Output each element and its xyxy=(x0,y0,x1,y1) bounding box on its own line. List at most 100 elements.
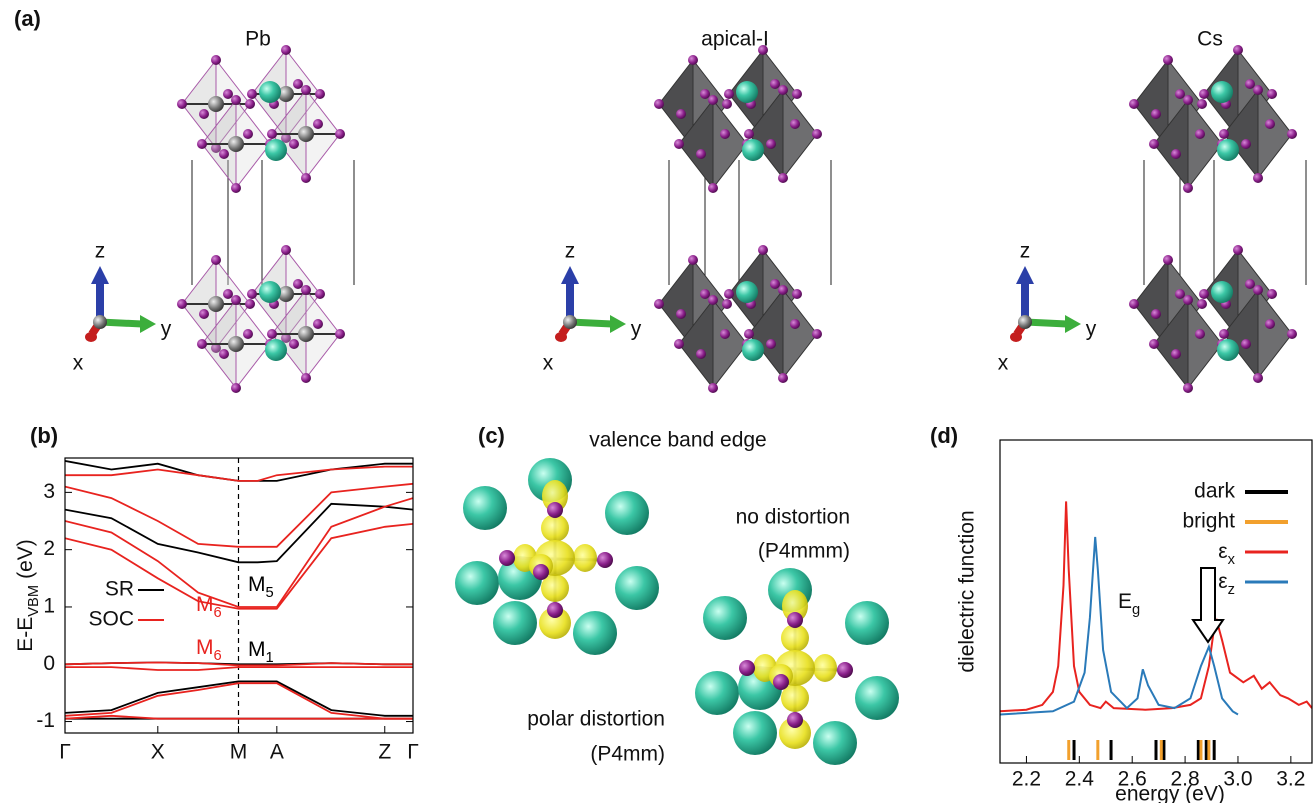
arrow-head xyxy=(1065,315,1081,333)
atom xyxy=(1253,373,1263,383)
atom xyxy=(1149,139,1159,149)
x-tick-label: Z xyxy=(378,741,391,764)
spectrum-line xyxy=(1000,536,1239,716)
text-part: M xyxy=(248,638,266,661)
atom xyxy=(1233,45,1243,55)
atom xyxy=(1183,183,1193,193)
atom xyxy=(744,329,754,339)
y-tick-label: 0 xyxy=(43,652,55,675)
atom xyxy=(792,289,802,299)
text-part: ε xyxy=(1218,540,1227,563)
atom xyxy=(1199,89,1209,99)
arrow-head xyxy=(555,332,567,342)
atom xyxy=(708,295,718,305)
arrow-head xyxy=(85,332,97,342)
atom xyxy=(1197,299,1207,309)
atom xyxy=(790,119,800,129)
atom xyxy=(720,129,730,139)
plot-frame xyxy=(999,439,1313,764)
atom xyxy=(289,339,299,349)
atom xyxy=(211,143,221,153)
atom xyxy=(1245,279,1255,289)
octahedron-face xyxy=(1257,288,1293,380)
atom xyxy=(724,89,734,99)
atom xyxy=(247,289,257,299)
atom xyxy=(720,329,730,339)
plot-frame xyxy=(64,457,414,734)
atom xyxy=(313,319,323,329)
i-atom xyxy=(837,662,853,678)
atom xyxy=(1265,119,1275,129)
y-axis-label: E-EVBM (eV) xyxy=(14,539,42,652)
legend-label: SR xyxy=(105,578,134,601)
atom xyxy=(1149,339,1159,349)
panel-label: (b) xyxy=(30,423,58,448)
caption: no distortion xyxy=(736,506,850,529)
panel-label: (d) xyxy=(930,423,958,448)
atom xyxy=(778,373,788,383)
atom xyxy=(177,99,187,109)
cs-atom xyxy=(733,711,777,755)
atom xyxy=(301,85,311,95)
atom xyxy=(742,139,764,161)
cs-atom xyxy=(493,601,537,645)
atom xyxy=(298,126,314,142)
axes-triad xyxy=(85,266,156,342)
atom xyxy=(736,81,758,103)
atom xyxy=(335,329,345,339)
axis-label: x xyxy=(543,352,554,375)
atom xyxy=(1199,289,1209,299)
i-atom xyxy=(499,550,515,566)
panel-label: (a) xyxy=(14,6,41,31)
atom xyxy=(293,79,303,89)
atom xyxy=(199,309,209,319)
octahedron-face xyxy=(1187,98,1223,190)
i-atom xyxy=(739,660,755,676)
x-tick-label: 2.6 xyxy=(1118,768,1147,791)
atom xyxy=(708,183,718,193)
arrow-head xyxy=(1010,332,1022,342)
atom xyxy=(1175,289,1185,299)
atom xyxy=(1211,281,1233,303)
annotation: M6 xyxy=(196,593,222,621)
subscript: VBM xyxy=(26,585,42,617)
atom xyxy=(1163,55,1173,65)
atom xyxy=(1129,299,1139,309)
atom xyxy=(301,173,311,183)
subscript: 5 xyxy=(266,585,274,601)
cs-atom xyxy=(615,566,659,610)
band-line xyxy=(65,714,413,720)
atom xyxy=(1253,173,1263,183)
subscript: g xyxy=(1132,602,1140,618)
atom xyxy=(676,109,686,119)
axis-arrow xyxy=(99,318,143,328)
cs-atom xyxy=(463,486,507,530)
x-tick-label: 2.2 xyxy=(1012,768,1041,791)
atom xyxy=(1267,89,1277,99)
band-line xyxy=(65,680,413,717)
axis-label: y xyxy=(1086,318,1097,341)
y-tick-label: -1 xyxy=(36,709,55,732)
atom xyxy=(812,329,822,339)
axis-label: y xyxy=(631,318,642,341)
atom xyxy=(688,255,698,265)
orbital-lobe xyxy=(779,717,811,749)
atom xyxy=(335,129,345,139)
octahedron-face xyxy=(712,298,748,390)
atom xyxy=(315,289,325,299)
atom xyxy=(211,343,221,353)
atom xyxy=(231,383,241,393)
text-part: M xyxy=(196,636,214,659)
atom xyxy=(766,139,776,149)
axis-label: z xyxy=(95,240,106,263)
axis-label: x xyxy=(998,352,1009,375)
y-tick-label: 1 xyxy=(43,595,55,618)
subscript: 6 xyxy=(214,648,222,664)
octahedron-face xyxy=(1187,298,1223,390)
panel-title: valence band edge xyxy=(589,429,767,452)
atom xyxy=(674,339,684,349)
axis-label: x xyxy=(73,352,84,375)
i-atom xyxy=(533,564,549,580)
i-atom xyxy=(547,602,563,618)
cs-atom xyxy=(605,491,649,535)
